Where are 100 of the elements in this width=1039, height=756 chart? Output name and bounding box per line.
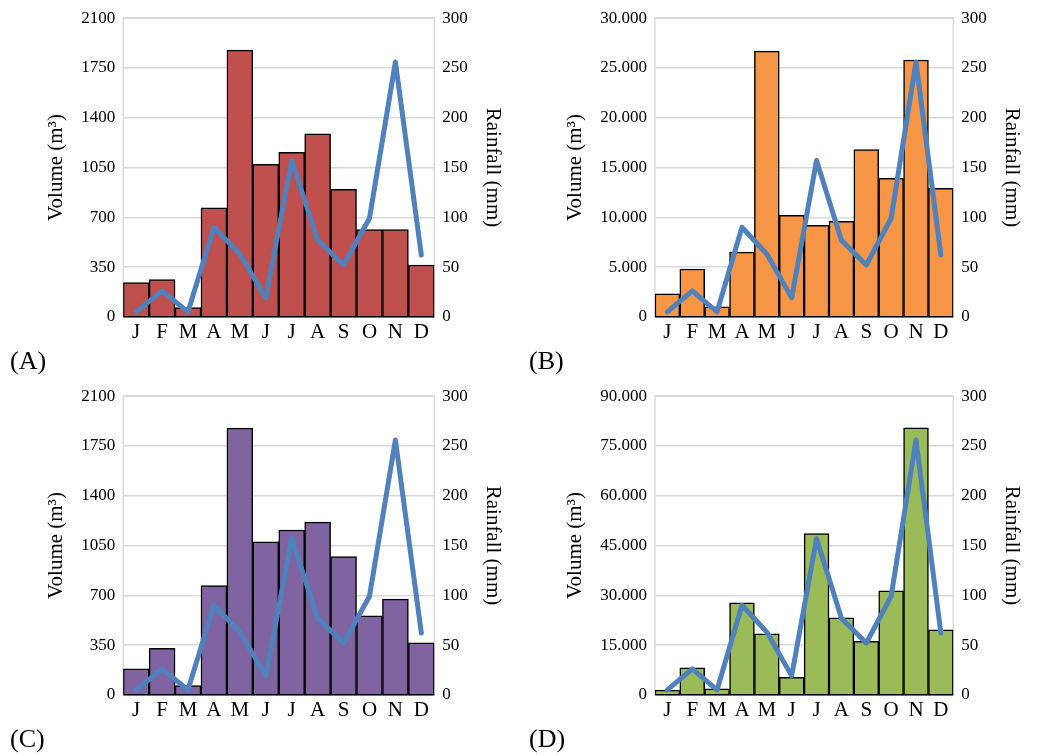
y-tick-label: 30.000 <box>600 584 647 604</box>
y2-tick-label: 200 <box>442 485 468 505</box>
x-tick-label: O <box>361 318 378 343</box>
y-tick-label: 0 <box>106 306 116 326</box>
x-tick-label: A <box>734 318 751 343</box>
y-tick-label: 20.000 <box>600 107 647 127</box>
y-axis-title: Volume (m³) <box>43 114 68 221</box>
y2-axis-title: Rainfall (mm) <box>1000 485 1025 606</box>
x-tick-label: M <box>230 696 250 721</box>
text: (A) <box>10 346 47 376</box>
y2-tick-label: 100 <box>442 206 468 226</box>
x-tick-label: O <box>883 696 899 721</box>
y-tick-label: 700 <box>89 584 116 604</box>
y-tick-label: 2100 <box>81 7 116 27</box>
y-tick-label: 350 <box>89 256 116 276</box>
y-axis-title: Volume (m³) <box>562 492 587 599</box>
x-tick-label: S <box>337 696 350 721</box>
y2-tick-label: 250 <box>442 435 468 455</box>
text: (D) <box>529 724 566 754</box>
x-tick-label: A <box>206 318 223 343</box>
y-tick-label: 75.000 <box>600 435 647 455</box>
y2-tick-label: 300 <box>961 385 987 405</box>
x-tick-label: S <box>860 696 873 721</box>
text: (B) <box>529 346 564 376</box>
y2-tick-label: 250 <box>961 57 987 77</box>
x-tick-label: D <box>413 696 429 721</box>
y-tick-label: 1750 <box>81 57 116 77</box>
x-tick-label: O <box>361 696 378 721</box>
y2-tick-label: 50 <box>961 256 979 276</box>
y-axis-title: Volume (m³) <box>562 114 587 221</box>
x-tick-label: M <box>230 318 250 343</box>
x-tick-label: J <box>287 318 296 343</box>
x-tick-label: M <box>757 696 777 721</box>
x-tick-label: N <box>387 696 403 721</box>
y2-tick-label: 200 <box>961 485 987 505</box>
x-tick-label: J <box>261 696 270 721</box>
x-tick-label: S <box>337 318 350 343</box>
x-tick-label: N <box>387 318 403 343</box>
x-tick-label: M <box>757 318 777 343</box>
x-tick-label: J <box>787 696 796 721</box>
y2-tick-label: 0 <box>961 684 970 704</box>
x-tick-label: M <box>707 318 727 343</box>
y2-tick-label: 150 <box>961 534 987 554</box>
y2-tick-label: 300 <box>442 7 468 27</box>
x-tick-label: A <box>206 696 223 721</box>
x-tick-label: D <box>933 696 949 721</box>
y-tick-label: 350 <box>89 634 116 654</box>
y2-tick-label: 50 <box>442 256 460 276</box>
y-tick-label: 2100 <box>81 385 116 405</box>
x-tick-label: F <box>156 696 168 721</box>
y2-tick-label: 50 <box>961 634 979 654</box>
y2-tick-label: 50 <box>442 634 460 654</box>
y2-tick-label: 300 <box>961 7 987 27</box>
text: (C) <box>10 724 45 754</box>
x-tick-label: J <box>261 318 270 343</box>
y2-tick-label: 0 <box>961 306 970 326</box>
x-tick-label: J <box>812 318 821 343</box>
y-tick-label: 10.000 <box>600 206 647 226</box>
y2-tick-label: 150 <box>442 156 468 176</box>
x-tick-label: N <box>908 696 924 721</box>
x-tick-label: D <box>933 318 949 343</box>
x-tick-label: D <box>413 318 429 343</box>
y-tick-label: 60.000 <box>600 485 647 505</box>
x-tick-label: A <box>833 318 850 343</box>
x-tick-label: S <box>860 318 873 343</box>
y-tick-label: 5.000 <box>608 256 647 276</box>
x-tick-label: M <box>707 696 727 721</box>
y2-axis-title: Rainfall (mm) <box>481 107 506 228</box>
x-tick-label: J <box>787 318 796 343</box>
y-tick-label: 0 <box>638 306 647 326</box>
x-tick-label: J <box>663 318 672 343</box>
x-tick-label: A <box>310 318 327 343</box>
x-tick-label: J <box>132 318 141 343</box>
y-tick-label: 15.000 <box>600 156 647 176</box>
y-tick-label: 25.000 <box>600 57 647 77</box>
y-tick-label: 0 <box>106 684 116 704</box>
x-tick-label: O <box>883 318 899 343</box>
x-tick-label: F <box>686 696 699 721</box>
y2-tick-label: 150 <box>442 534 468 554</box>
y2-tick-label: 200 <box>442 107 468 127</box>
y2-axis-title: Rainfall (mm) <box>481 485 506 606</box>
y-tick-label: 1400 <box>81 107 116 127</box>
y2-tick-label: 250 <box>961 435 987 455</box>
y2-tick-label: 0 <box>442 306 451 326</box>
y2-tick-label: 200 <box>961 107 987 127</box>
x-tick-label: A <box>833 696 850 721</box>
x-tick-label: N <box>908 318 924 343</box>
y2-tick-label: 250 <box>442 57 468 77</box>
x-tick-label: J <box>812 696 821 721</box>
y2-tick-label: 150 <box>961 156 987 176</box>
y-tick-label: 90.000 <box>600 385 647 405</box>
y-tick-label: 1050 <box>81 534 116 554</box>
y-tick-label: 15.000 <box>600 634 647 654</box>
y-tick-label: 1050 <box>81 156 116 176</box>
y2-tick-label: 100 <box>961 206 987 226</box>
x-tick-label: A <box>734 696 751 721</box>
y-tick-label: 30.000 <box>600 7 647 27</box>
y2-tick-label: 300 <box>442 385 468 405</box>
y-tick-label: 0 <box>638 684 647 704</box>
y2-tick-label: 0 <box>442 684 451 704</box>
